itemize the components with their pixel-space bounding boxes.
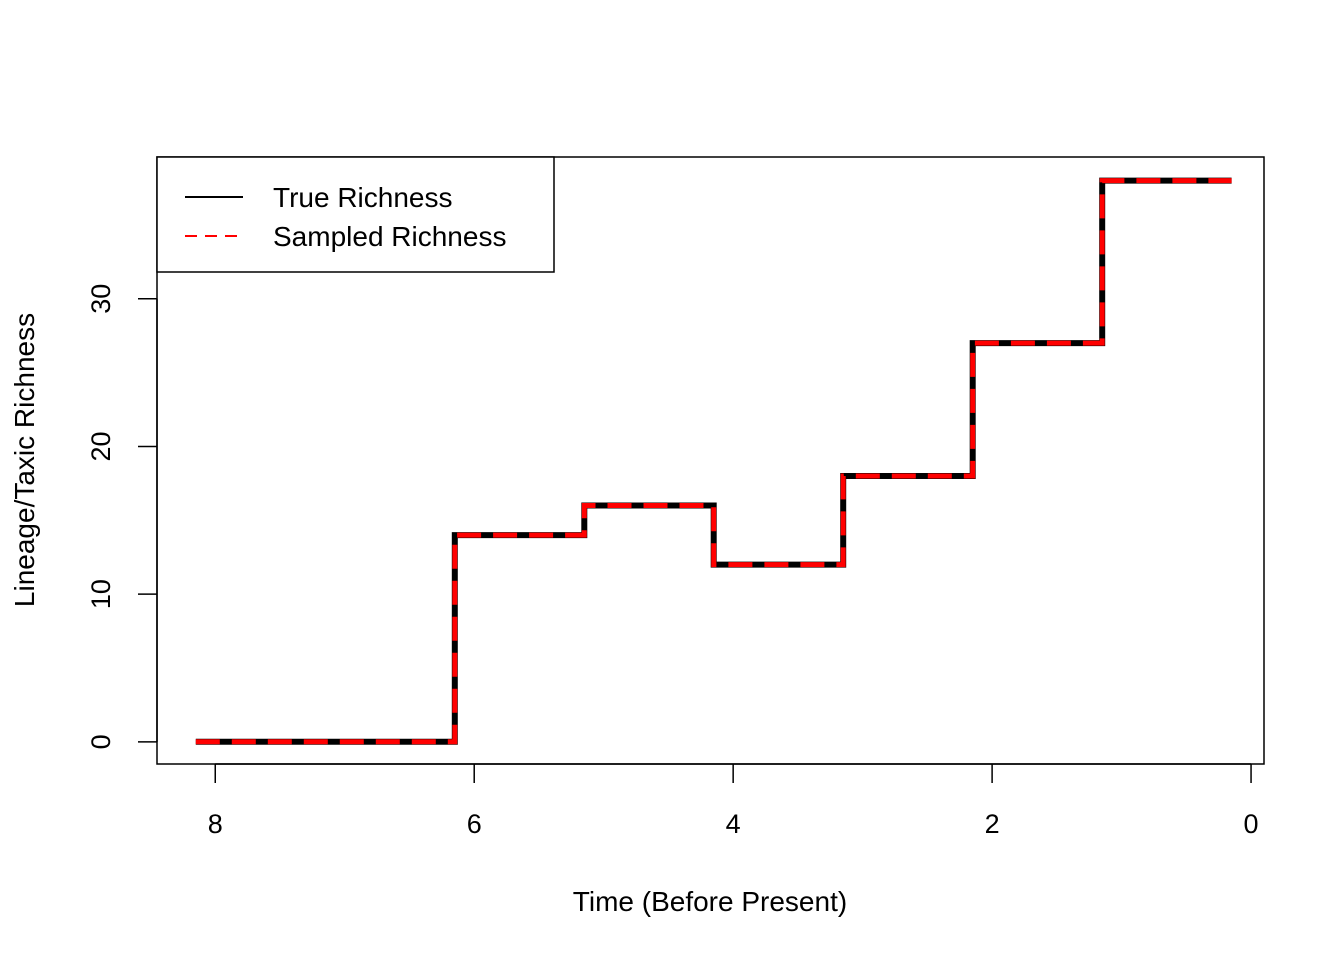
- series-layer: [195, 177, 1232, 745]
- y-tick-label: 30: [86, 284, 116, 314]
- x-tick-label: 0: [1244, 809, 1259, 839]
- legend: True Richness Sampled Richness: [156, 156, 555, 273]
- y-tick-label: 10: [86, 579, 116, 609]
- y-tick-label: 20: [86, 431, 116, 461]
- x-axis: 8 6 4 2 0: [208, 763, 1259, 839]
- legend-label-sampled-richness: Sampled Richness: [273, 221, 506, 252]
- legend-label-true-richness: True Richness: [273, 182, 452, 213]
- x-tick-label: 8: [208, 809, 223, 839]
- y-axis: 0 10 20 30: [86, 284, 158, 749]
- x-axis-title: Time (Before Present): [573, 886, 847, 917]
- y-axis-title: Lineage/Taxic Richness: [9, 313, 40, 607]
- y-tick-label: 0: [86, 734, 116, 749]
- x-tick-label: 4: [726, 809, 741, 839]
- x-tick-label: 6: [467, 809, 482, 839]
- x-tick-label: 2: [985, 809, 1000, 839]
- legend-box: [156, 156, 555, 273]
- series-line-sampled-richness: [195, 178, 1232, 745]
